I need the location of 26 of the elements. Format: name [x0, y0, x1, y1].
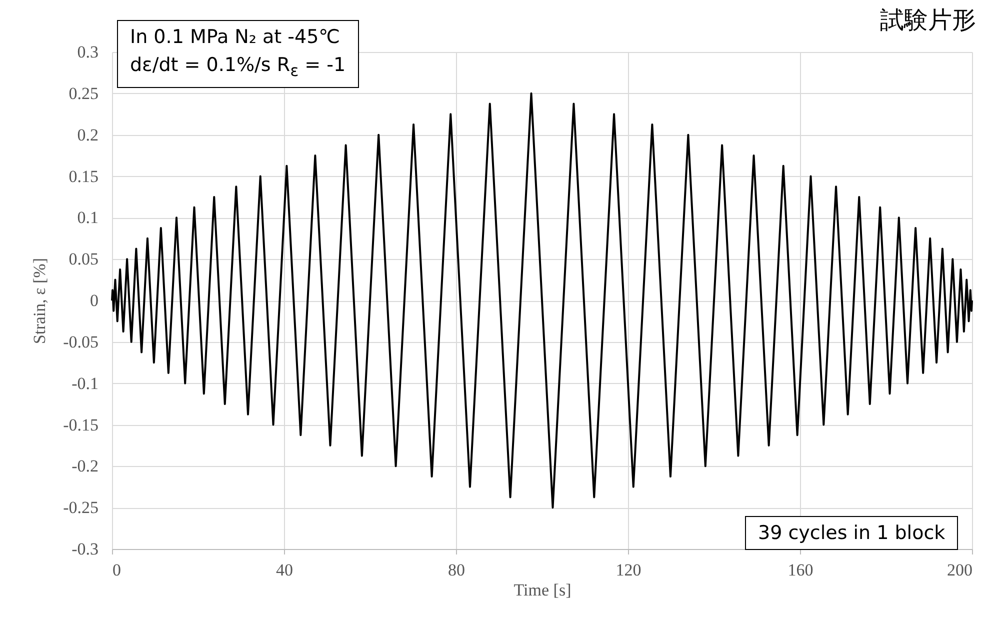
- y-tick-label: 0: [90, 291, 98, 310]
- x-tick-label: 0: [112, 560, 121, 580]
- text: 試験片形: [880, 5, 976, 36]
- y-tick-label: 0.25: [68, 84, 98, 103]
- x-tick-label: 80: [448, 560, 465, 580]
- y-tick-label: 0.15: [68, 166, 98, 186]
- y-tick-label: -0.2: [72, 456, 98, 476]
- x-tick-label: 120: [616, 560, 642, 580]
- y-tick-label: -0.1: [72, 374, 98, 393]
- x-axis-title: Time [s]: [514, 580, 572, 600]
- y-tick-label: -0.15: [63, 415, 98, 434]
- y-tick-label: 0.2: [77, 125, 98, 144]
- text: In 0.1 MPa N₂ at -45℃: [130, 26, 340, 48]
- annotation: dε/dt = 0.1%/s R$_{ε}$ = -1: [130, 54, 346, 80]
- y-tick-label: -0.25: [63, 498, 98, 518]
- y-tick-label: -0.3: [72, 540, 98, 558]
- y-tick-label: -0.05: [63, 332, 98, 352]
- y-axis-title: Strain, ε [%]: [30, 258, 50, 344]
- y-tick-label: 0.1: [77, 208, 98, 228]
- annotation: 39 cycles in 1 block: [745, 516, 958, 550]
- y-tick-label: 0.05: [68, 250, 98, 269]
- x-tick-label: 40: [276, 560, 293, 580]
- x-tick-label: 160: [788, 560, 814, 580]
- line-series: [111, 92, 973, 509]
- y-tick-label: 0.3: [77, 42, 98, 62]
- x-tick-label: 200: [947, 560, 972, 580]
